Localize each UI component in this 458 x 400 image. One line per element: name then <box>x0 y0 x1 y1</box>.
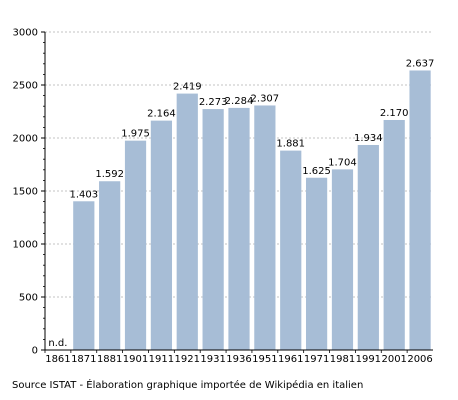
data-label: 1.704 <box>328 157 357 168</box>
x-tick-label: 2001 <box>381 354 406 365</box>
x-tick-label: 2006 <box>407 354 432 365</box>
x-tick-label: 1961 <box>278 354 303 365</box>
data-label: n.d. <box>48 338 67 349</box>
x-tick-label: 1901 <box>123 354 148 365</box>
y-tick-label: 1500 <box>13 187 38 198</box>
data-label: 1.625 <box>302 166 331 177</box>
bar <box>305 177 328 350</box>
data-label: 2.273 <box>199 97 228 108</box>
x-tick-label: 1991 <box>356 354 381 365</box>
data-label: 1.934 <box>354 133 383 144</box>
bar <box>99 181 121 350</box>
data-label: 2.164 <box>147 109 176 120</box>
bar <box>409 70 431 350</box>
y-tick-label: 2500 <box>13 81 38 92</box>
y-tick-label: 2000 <box>13 134 38 145</box>
bars <box>73 70 431 351</box>
data-label: 1.975 <box>121 129 150 140</box>
bar <box>176 93 198 350</box>
bar <box>254 105 276 350</box>
data-label: 1.592 <box>95 169 124 180</box>
bar <box>383 119 405 350</box>
axes <box>41 31 433 353</box>
data-label: 1.881 <box>276 139 305 150</box>
x-tick-label: 1871 <box>71 354 96 365</box>
bar <box>331 169 354 350</box>
data-label: 2.170 <box>380 108 409 119</box>
data-label: 2.284 <box>225 96 254 107</box>
y-tick-label: 500 <box>19 293 38 304</box>
data-label: 2.419 <box>173 82 202 93</box>
x-tick-label: 1881 <box>97 354 122 365</box>
y-tick-label: 1000 <box>13 240 38 251</box>
data-label: 2.637 <box>406 58 435 69</box>
x-tick-label: 1921 <box>175 354 200 365</box>
x-tick-label: 1951 <box>252 354 277 365</box>
x-tick-label: 1911 <box>149 354 174 365</box>
source-note: Source ISTAT - Élaboration graphique imp… <box>12 380 364 391</box>
y-tick-label: 0 <box>32 346 38 357</box>
bar <box>228 107 250 351</box>
x-tick-label: 1971 <box>304 354 329 365</box>
x-tick-label: 1981 <box>330 354 355 365</box>
y-tick-labels: 0 500 1000 1500 2000 2500 3000 <box>13 28 38 357</box>
data-labels: n.d.1.4031.5921.9752.1642.4192.2732.2842… <box>48 58 434 349</box>
bar <box>150 120 173 350</box>
data-label: 2.307 <box>251 93 280 104</box>
bar <box>73 201 95 350</box>
x-tick-label: 1936 <box>226 354 251 365</box>
bar <box>357 144 379 350</box>
data-label: 1.403 <box>69 189 98 200</box>
x-tick-labels: 1861 1871 1881 1901 1911 1921 1931 1936 1951 1961… <box>45 354 433 365</box>
x-tick-label: 1931 <box>200 354 225 365</box>
x-tick-label: 1861 <box>45 354 70 365</box>
bar <box>280 150 302 350</box>
bar <box>202 109 224 350</box>
y-tick-label: 3000 <box>13 28 38 39</box>
bar <box>124 140 147 350</box>
